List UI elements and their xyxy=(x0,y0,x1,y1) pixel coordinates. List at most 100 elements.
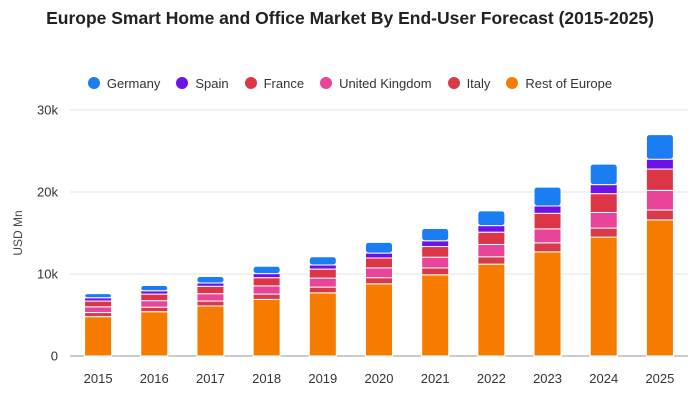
bar-segment-france[interactable] xyxy=(645,168,674,191)
bar-segment-italy[interactable] xyxy=(140,306,169,313)
bar-segment-united-kingdom[interactable] xyxy=(589,212,618,229)
bar-segment-spain[interactable] xyxy=(421,240,450,248)
y-tick-label: 0 xyxy=(51,349,58,364)
bar-segment-rest-of-europe[interactable] xyxy=(645,219,674,357)
bar-segment-germany[interactable] xyxy=(365,241,393,254)
bar-segment-rest-of-europe[interactable] xyxy=(84,316,113,357)
bar-stack-2021 xyxy=(421,227,450,357)
y-tick-label: 30k xyxy=(37,103,58,118)
legend-label: Italy xyxy=(466,75,491,91)
bar-segment-italy[interactable] xyxy=(84,312,113,318)
bar-segment-rest-of-europe[interactable] xyxy=(365,283,393,357)
bar-stack-2016 xyxy=(140,284,169,357)
bar-segment-germany[interactable] xyxy=(252,265,281,275)
bar-segment-italy[interactable] xyxy=(645,209,674,221)
bar-segment-italy[interactable] xyxy=(196,300,225,307)
x-tick-label: 2025 xyxy=(645,371,674,386)
bar-segment-united-kingdom[interactable] xyxy=(140,300,169,308)
legend-label: United Kingdom xyxy=(339,75,432,91)
bar-segment-france[interactable] xyxy=(421,246,450,258)
legend-label: Spain xyxy=(195,75,229,91)
bar-segment-united-kingdom[interactable] xyxy=(533,228,562,244)
bar-segment-germany[interactable] xyxy=(140,284,169,292)
bar-stack-2015 xyxy=(84,293,113,357)
x-tick-label: 2015 xyxy=(84,371,113,386)
bar-segment-rest-of-europe[interactable] xyxy=(308,292,337,357)
bar-stack-2025 xyxy=(645,134,674,357)
legend-item-germany[interactable]: Germany xyxy=(87,75,161,91)
bar-segment-united-kingdom[interactable] xyxy=(308,277,337,288)
bar-segment-italy[interactable] xyxy=(589,227,618,238)
bar-segment-france[interactable] xyxy=(196,285,225,295)
legend-item-france[interactable]: France xyxy=(244,76,304,91)
bar-segment-spain[interactable] xyxy=(589,184,618,195)
bar-segment-united-kingdom[interactable] xyxy=(645,189,674,211)
bar-segment-rest-of-europe[interactable] xyxy=(533,251,562,357)
bar-stack-2023 xyxy=(533,186,562,357)
bar-stack-2020 xyxy=(365,241,393,357)
legend-swatch xyxy=(176,77,189,89)
y-axis-label: USD Mn xyxy=(11,210,25,255)
x-tick-label: 2024 xyxy=(589,371,618,386)
bar-segment-france[interactable] xyxy=(308,268,337,279)
bar-segment-spain[interactable] xyxy=(645,158,674,170)
bar-segment-italy[interactable] xyxy=(252,293,281,300)
bar-segment-italy[interactable] xyxy=(533,242,562,253)
bar-segment-italy[interactable] xyxy=(477,256,506,265)
bar-segment-france[interactable] xyxy=(252,277,281,287)
bar-segment-rest-of-europe[interactable] xyxy=(140,311,169,357)
bar-segment-united-kingdom[interactable] xyxy=(196,293,225,302)
bar-segment-germany[interactable] xyxy=(196,275,225,284)
bar-segment-germany[interactable] xyxy=(589,163,618,186)
x-tick-label: 2021 xyxy=(421,371,450,386)
bar-segment-united-kingdom[interactable] xyxy=(252,285,281,295)
bar-segment-united-kingdom[interactable] xyxy=(421,256,450,269)
bar-segment-united-kingdom[interactable] xyxy=(477,243,506,258)
bar-segment-germany[interactable] xyxy=(533,186,562,207)
legend-label: Germany xyxy=(106,75,161,91)
bar-segment-germany[interactable] xyxy=(84,293,113,299)
bar-segment-spain[interactable] xyxy=(365,252,393,259)
bar-segment-germany[interactable] xyxy=(421,227,450,242)
legend-item-united-kingdom[interactable]: United Kingdom xyxy=(320,76,432,91)
bar-segment-france[interactable] xyxy=(140,293,169,302)
y-tick-label: 10k xyxy=(37,267,58,282)
bar-segment-italy[interactable] xyxy=(308,286,337,294)
bar-segment-spain[interactable] xyxy=(477,225,506,233)
legend-item-italy[interactable]: Italy xyxy=(447,75,491,91)
bar-segment-france[interactable] xyxy=(477,231,506,245)
legend-item-rest-of-europe[interactable]: Rest of Europe xyxy=(506,76,612,91)
x-tick-label: 2017 xyxy=(196,371,225,386)
bar-segment-france[interactable] xyxy=(84,300,113,308)
bar-segment-rest-of-europe[interactable] xyxy=(421,274,450,357)
bar-segment-united-kingdom[interactable] xyxy=(365,267,393,279)
bar-segment-spain[interactable] xyxy=(308,264,337,270)
x-tick-label: 2022 xyxy=(477,371,506,386)
legend-item-spain[interactable]: Spain xyxy=(176,75,229,91)
bar-stack-2017 xyxy=(196,275,225,357)
bar-segment-rest-of-europe[interactable] xyxy=(477,263,506,357)
bar-stack-2022 xyxy=(477,210,506,357)
bar-segment-italy[interactable] xyxy=(365,277,393,285)
legend-swatch xyxy=(320,77,333,89)
y-tick-label: 20k xyxy=(37,185,58,200)
bar-segment-germany[interactable] xyxy=(645,134,674,160)
bar-segment-rest-of-europe[interactable] xyxy=(589,236,618,357)
bar-segment-united-kingdom[interactable] xyxy=(84,306,113,314)
bar-segment-spain[interactable] xyxy=(252,273,281,279)
bar-segment-rest-of-europe[interactable] xyxy=(252,298,281,357)
bar-segment-france[interactable] xyxy=(589,193,618,213)
bar-stack-2024 xyxy=(589,163,618,357)
chart-title: Europe Smart Home and Office Market By E… xyxy=(46,8,654,28)
legend-swatch xyxy=(244,77,257,89)
bar-segment-france[interactable] xyxy=(365,257,393,269)
bar-segment-rest-of-europe[interactable] xyxy=(196,305,225,357)
bar-segment-germany[interactable] xyxy=(308,256,337,266)
legend-swatch xyxy=(447,77,460,89)
bar-segment-italy[interactable] xyxy=(421,267,450,276)
bar-segment-germany[interactable] xyxy=(477,210,506,227)
bar-segment-france[interactable] xyxy=(533,212,562,230)
bar-segment-spain[interactable] xyxy=(533,205,562,214)
x-tick-label: 2020 xyxy=(365,371,394,386)
